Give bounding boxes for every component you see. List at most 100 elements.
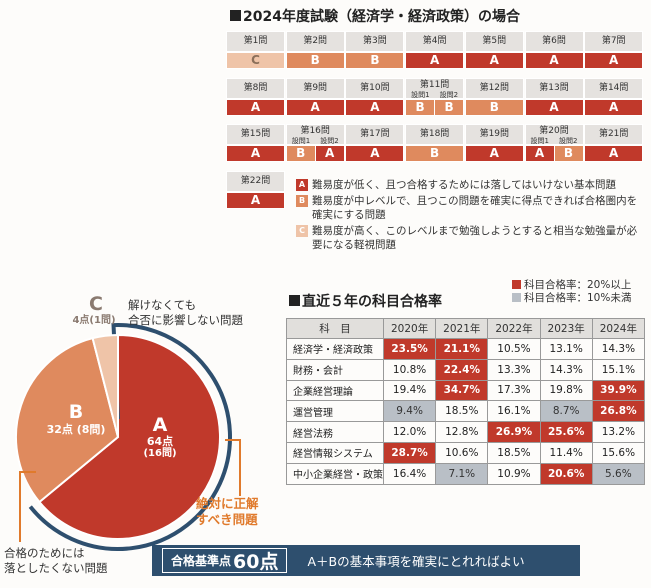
sub-question-label: 設問2 (439, 91, 459, 99)
question-label: 第11問 設問1 設問2 (405, 78, 465, 99)
rate-cell: 19.8% (539, 379, 593, 402)
table-row: 企業経営理論 19.4% 34.7% 17.3% 19.8% 39.9% (286, 379, 646, 402)
pie-label-c: C 4点(1問) (72, 293, 116, 327)
rate-cell: 5.6% (591, 462, 646, 485)
rate-cell: 19.4% (382, 379, 437, 402)
question-label: 第4問 (405, 31, 465, 52)
header-year: 2022年 (487, 318, 541, 339)
c-note: 解けなくても 合否に影響しない問題 (128, 298, 243, 327)
question-label: 第19問 (464, 124, 524, 145)
rate-cell: 12.8% (435, 421, 489, 443)
sub-question-label: 設問2 (559, 137, 578, 145)
grade-row: A (226, 99, 285, 116)
legend-mark: B (296, 195, 308, 207)
legend-text: 難易度が中レベルで、且つこの問題を確実に得点できれば合格圏内を確実にする問題 (312, 195, 638, 221)
question-label: 第8問 (226, 78, 285, 99)
question-cell: 第13問 A (524, 78, 584, 116)
question-label: 第14問 (584, 78, 644, 99)
question-label: 第12問 (464, 78, 524, 99)
rate-cell: 13.2% (591, 421, 646, 443)
subject-cell: 財務・会計 (286, 358, 384, 381)
grade-row: B (405, 145, 465, 162)
rate-cell: 18.5% (487, 441, 541, 464)
question-label: 第10問 (345, 78, 405, 99)
table-row: 経済学・経済政策 23.5% 21.1% 10.5% 13.1% 14.3% (286, 338, 646, 360)
table-row: 運営管理 9.4% 18.5% 16.1% 8.7% 26.8% (286, 400, 646, 423)
header-year: 2020年 (382, 318, 437, 339)
rate-cell: 14.3% (539, 358, 593, 381)
question-cell: 第18問 B (405, 124, 465, 162)
rate-legend-high: 科目合格率：20%以上 (512, 279, 631, 292)
question-cell: 第14問 A (584, 78, 644, 116)
grade-badge: A (346, 146, 404, 161)
table-row: 財務・会計 10.8% 22.4% 13.3% 14.3% 15.1% (286, 358, 646, 381)
question-label: 第1問 (226, 31, 285, 52)
question-cell: 第10問 A (345, 78, 405, 116)
grade-badge: A (525, 53, 583, 68)
question-cell: 第6問 A (524, 31, 584, 69)
grade-badge: A (406, 53, 464, 68)
rate-cell: 11.4% (539, 441, 593, 464)
question-label: 第22問 (226, 171, 285, 192)
rate-cell: 15.1% (591, 358, 646, 381)
question-label: 第21問 (584, 124, 644, 145)
rate-cell: 14.3% (591, 338, 646, 360)
grade-badge: B (434, 100, 464, 115)
table-header-row: 科 目 2020年 2021年 2022年 2023年 2024年 (286, 318, 646, 339)
sub-question-label: 設問2 (320, 137, 339, 145)
rate-cell: 28.7% (382, 441, 437, 464)
grade-row: A (345, 145, 405, 162)
question-label: 第7問 (584, 31, 644, 52)
table-row: 経営情報システム 28.7% 10.6% 18.5% 11.4% 15.6% (286, 441, 646, 464)
rate-cell: 9.4% (382, 400, 437, 423)
grade-badge: B (286, 53, 344, 68)
header-year: 2023年 (539, 318, 593, 339)
subject-cell: 経済学・経済政策 (286, 338, 384, 360)
exam-section-title: 2024年度試験（経済学・経済政策）の場合 (230, 6, 520, 26)
grade-row: A (285, 99, 345, 116)
score-pie-chart (15, 323, 241, 551)
rate-legend-low: 科目合格率：10%未満 (512, 292, 631, 305)
rate-cell: 8.7% (539, 400, 593, 423)
grade-row: A (584, 145, 644, 162)
sub-question-label: 設問1 (530, 137, 549, 145)
question-label: 第16問 設問1 設問2 (285, 124, 345, 145)
rate-cell: 16.4% (382, 462, 437, 485)
passing-score-banner: 合格基準点 60点 A＋Bの基本事項を確実にとれればよい (152, 545, 580, 576)
pie-slice-c (91, 333, 119, 438)
grade-badge: A (585, 100, 643, 115)
rate-cell: 15.6% (591, 441, 646, 464)
grade-badge: B (346, 53, 404, 68)
question-cell: 第7問 A (584, 31, 644, 69)
header-subject: 科 目 (286, 318, 384, 339)
legend-item: C 難易度が高く、このレベルまで勉強しようとすると相当な勉強量が必要になる軽視問題 (296, 224, 644, 252)
grade-row: A (464, 52, 524, 69)
rate-cell: 18.5% (435, 400, 489, 423)
banner-text: A＋Bの基本事項を確実にとれればよい (307, 554, 525, 569)
rate-cell: 12.0% (382, 421, 437, 443)
grade-badge: B (286, 146, 315, 161)
rate-cell: 10.8% (382, 358, 437, 381)
pie-slice-b (15, 336, 120, 504)
grade-row: A (345, 99, 405, 116)
grade-row: A (464, 145, 524, 162)
pass-rate-table: 科 目 2020年 2021年 2022年 2023年 2024年 経済学・経済政策 23… (286, 318, 646, 485)
grade-badge: A (525, 146, 554, 161)
grade-badge: A (465, 146, 523, 161)
subject-cell: 運営管理 (286, 400, 384, 423)
sub-question-label: 設問1 (291, 137, 311, 145)
pie-label-a: A 64点 (16問) (143, 414, 177, 459)
question-label: 第5問 (464, 31, 524, 52)
grade-row: A (584, 99, 644, 116)
rate-cell: 23.5% (382, 338, 437, 360)
grade-badge: A (227, 100, 284, 115)
question-label: 第20問 設問1 設問2 (524, 124, 584, 145)
pie-label-b: B 32点 (8問) (46, 401, 106, 437)
question-label: 第9問 (285, 78, 345, 99)
question-cell: 第12問 B (464, 78, 524, 116)
rates-section-title: 直近５年の科目合格率 (289, 291, 442, 311)
question-cell: 第21問 A (584, 124, 644, 162)
grade-row: A (524, 99, 584, 116)
